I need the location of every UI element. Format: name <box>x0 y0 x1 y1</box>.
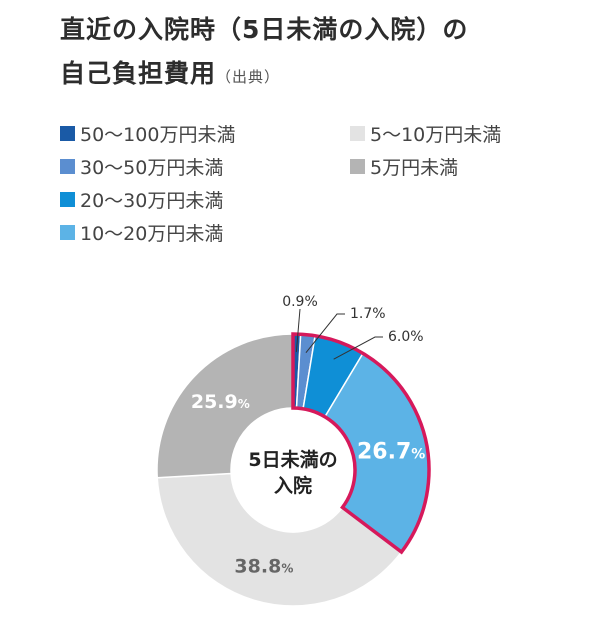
legend-label: 20〜30万円未満 <box>80 190 224 212</box>
callout-line <box>333 336 383 360</box>
legend-swatch <box>350 159 365 174</box>
center-label-line-1: 5日未満の <box>248 448 337 471</box>
legend-item: 20〜30万円未満 <box>60 186 223 213</box>
title-line-1: 直近の入院時（5日未満の入院）の <box>60 15 469 44</box>
legend-label: 5〜10万円未満 <box>370 124 502 146</box>
callout-line <box>305 313 345 354</box>
highlight-outline <box>291 332 431 555</box>
legend-item: 50〜100万円未満 <box>60 120 235 147</box>
legend-item: 10〜20万円未満 <box>60 219 223 246</box>
legend-item: 5〜10万円未満 <box>350 120 501 147</box>
legend-label: 5万円未満 <box>370 157 459 179</box>
legend-item: 5万円未満 <box>350 153 458 180</box>
title-line-2-text: 自己負担費用 <box>60 59 217 88</box>
slice-value-label: 38.8% <box>234 555 293 577</box>
legend-swatch <box>60 192 75 207</box>
slice-value-label: 25.9% <box>191 391 250 413</box>
legend-item: 30〜50万円未満 <box>60 153 223 180</box>
center-label-line-2: 入院 <box>274 474 312 497</box>
callout-line <box>295 308 301 353</box>
source-note: （出典） <box>216 68 281 86</box>
slice-value-label: 6.0% <box>388 329 424 345</box>
slice-value-label: 0.9% <box>282 294 318 310</box>
legend-label: 10〜20万円未満 <box>80 223 224 245</box>
slice-value-label: 1.7% <box>350 306 386 322</box>
legend-swatch <box>60 159 75 174</box>
title-line-2: 自己負担費用（出典） <box>60 52 468 99</box>
legend-swatch <box>350 126 365 141</box>
chart-legend: 50〜100万円未満 30〜50万円未満 20〜30万円未満 10〜20万円未満 5〜1… <box>60 120 580 252</box>
legend-label: 30〜50万円未満 <box>80 157 224 179</box>
slice-value-label: 26.7% <box>357 440 425 465</box>
donut-slice <box>156 333 294 479</box>
chart-title: 直近の入院時（5日未満の入院）の 自己負担費用（出典） <box>60 8 468 99</box>
legend-label: 50〜100万円未満 <box>80 124 236 146</box>
donut-slice <box>156 472 403 607</box>
legend-swatch <box>60 225 75 240</box>
legend-swatch <box>60 126 75 141</box>
